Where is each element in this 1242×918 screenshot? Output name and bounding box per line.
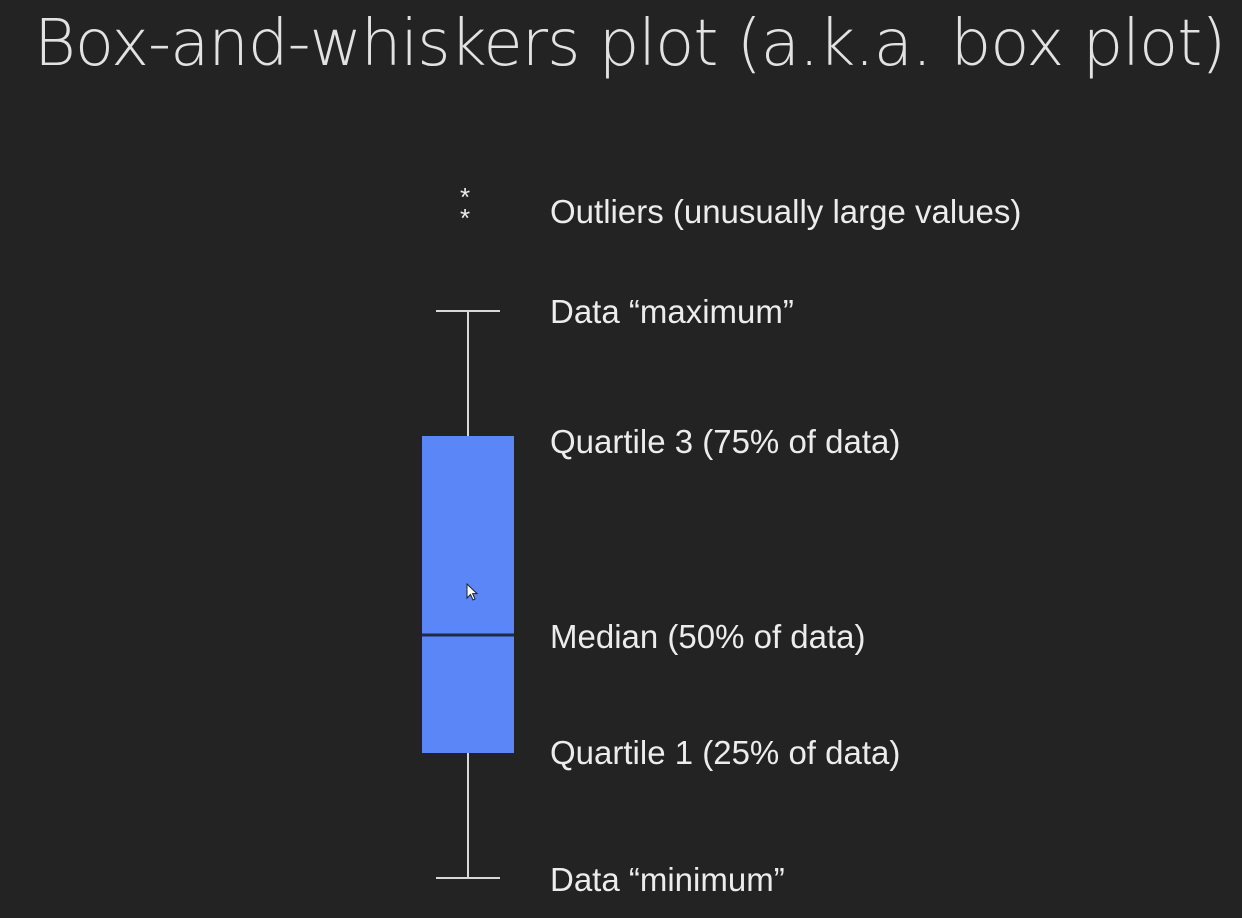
label-maximum: Data “maximum”: [550, 293, 794, 330]
page-title: Box-and-whiskers plot (a.k.a. box plot): [34, 7, 1226, 81]
label-minimum: Data “minimum”: [550, 861, 785, 898]
label-q3: Quartile 3 (75% of data): [550, 423, 901, 460]
label-q1: Quartile 1 (25% of data): [550, 734, 901, 771]
label-median: Median (50% of data): [550, 618, 866, 655]
label-outliers: Outliers (unusually large values): [550, 193, 1022, 230]
outlier-marker: *: [460, 182, 471, 212]
outlier-marker: *: [460, 203, 471, 233]
mouse-pointer-icon: [466, 583, 478, 601]
